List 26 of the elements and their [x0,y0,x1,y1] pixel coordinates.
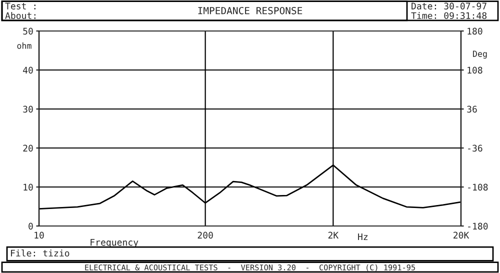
text: Time: 09:31:48 [411,12,487,20]
y2-axis-title: Deg [473,50,487,59]
x-axis-title: Frequency [90,238,138,248]
text: Date: 30-07-97 [412,2,486,10]
x-tick-label: 20K [454,232,470,239]
y-tick-label: 10 [24,184,33,191]
y-tick-label: 50 [23,28,33,35]
y-axis-title: ohm [17,42,32,49]
chart-title: IMPEDANCE RESPONSE [198,6,302,14]
y-tick-label: 40 [23,66,33,74]
y-tick-label: 30 [23,106,33,113]
y2-tick-label: -180 [468,222,488,230]
y-tick-label: 20 [23,144,33,152]
y2-tick-label: 108 [468,66,482,74]
y2-tick-label: -108 [468,184,488,191]
y2-tick-label: -36 [468,144,482,152]
x-tick-label: 10 [34,232,44,239]
text: File: tizio [11,249,70,257]
text: About: [5,12,36,20]
x-tick-label: 2K [328,232,339,238]
y-tick-label: 0 [28,222,33,230]
x-tick-label: 200 [198,232,213,239]
y2-tick-label: 180 [468,28,482,35]
text: Hz [358,233,368,240]
text: Test : [5,2,36,10]
y2-tick-label: 36 [467,106,477,113]
